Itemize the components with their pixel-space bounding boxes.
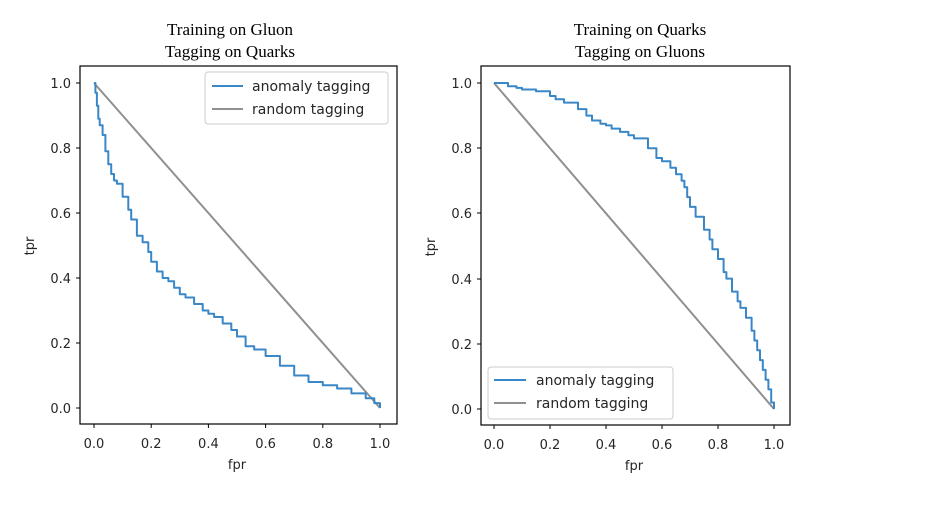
legend-label-anomaly: anomaly tagging <box>252 79 370 95</box>
x-tick-label: 0.6 <box>255 437 276 452</box>
x-tick-label: 0.0 <box>84 437 105 452</box>
series-line-anomaly-tagging <box>494 82 775 409</box>
plot-area <box>480 65 791 426</box>
series-line-anomaly-tagging <box>94 82 381 408</box>
x-axis: 0.0 0.2 0.4 0.6 0.8 1.0 fpr <box>84 424 391 473</box>
legend: anomaly tagging random tagging <box>487 366 674 420</box>
x-tick-label: 0.4 <box>596 438 617 453</box>
y-tick-label: 0.8 <box>50 142 71 157</box>
legend: anomaly tagging random tagging <box>204 71 389 125</box>
series-line-random-tagging <box>93 82 381 409</box>
y-axis-label: tpr <box>424 237 439 256</box>
chart-title-line-1: Training on Quarks <box>574 20 707 39</box>
legend-box <box>204 71 389 125</box>
y-tick-label: 0.8 <box>451 142 472 157</box>
plot-marks <box>493 82 775 410</box>
y-tick-label: 0.0 <box>50 402 71 417</box>
x-tick-label: 0.6 <box>652 438 673 453</box>
x-tick-label: 0.4 <box>198 437 219 452</box>
x-tick-label: 0.2 <box>540 438 561 453</box>
y-tick-label: 0.4 <box>50 272 71 287</box>
y-tick-label: 0.6 <box>50 207 71 222</box>
chart-title-line-2: Tagging on Quarks <box>165 42 295 61</box>
y-tick-label: 0.0 <box>451 403 472 418</box>
chart-panel-2: Training on Quarks Tagging on Gluons 0.0… <box>424 20 791 474</box>
legend-label-random: random tagging <box>536 396 648 412</box>
y-tick-label: 0.4 <box>451 273 472 288</box>
chart-title-line-1: Training on Gluon <box>167 20 293 39</box>
y-axis: 0.0 0.2 0.4 0.6 0.8 1.0 tpr <box>424 77 481 418</box>
plot-marks <box>93 82 381 409</box>
x-tick-label: 0.8 <box>312 437 333 452</box>
chart-title-line-2: Tagging on Gluons <box>575 42 705 61</box>
y-tick-label: 0.6 <box>451 207 472 222</box>
x-tick-label: 1.0 <box>764 438 785 453</box>
legend-box <box>487 366 674 420</box>
y-tick-label: 1.0 <box>50 77 71 92</box>
chart-panel-1: Training on Gluon Tagging on Quarks 0.0 … <box>23 20 398 473</box>
x-tick-label: 0.0 <box>484 438 505 453</box>
x-tick-label: 0.8 <box>708 438 729 453</box>
x-tick-label: 1.0 <box>370 437 391 452</box>
y-tick-label: 1.0 <box>451 77 472 92</box>
y-tick-label: 0.2 <box>451 338 472 353</box>
y-axis: 0.0 0.2 0.4 0.6 0.8 1.0 tpr <box>23 77 80 417</box>
legend-label-anomaly: anomaly tagging <box>536 373 654 389</box>
series-line-random-tagging <box>493 82 775 410</box>
x-axis-label: fpr <box>625 459 644 474</box>
x-tick-label: 0.2 <box>141 437 162 452</box>
x-axis-label: fpr <box>228 458 247 473</box>
y-tick-label: 0.2 <box>50 337 71 352</box>
legend-label-random: random tagging <box>252 102 364 118</box>
x-axis: 0.0 0.2 0.4 0.6 0.8 1.0 fpr <box>484 425 785 474</box>
y-axis-label: tpr <box>23 236 38 255</box>
